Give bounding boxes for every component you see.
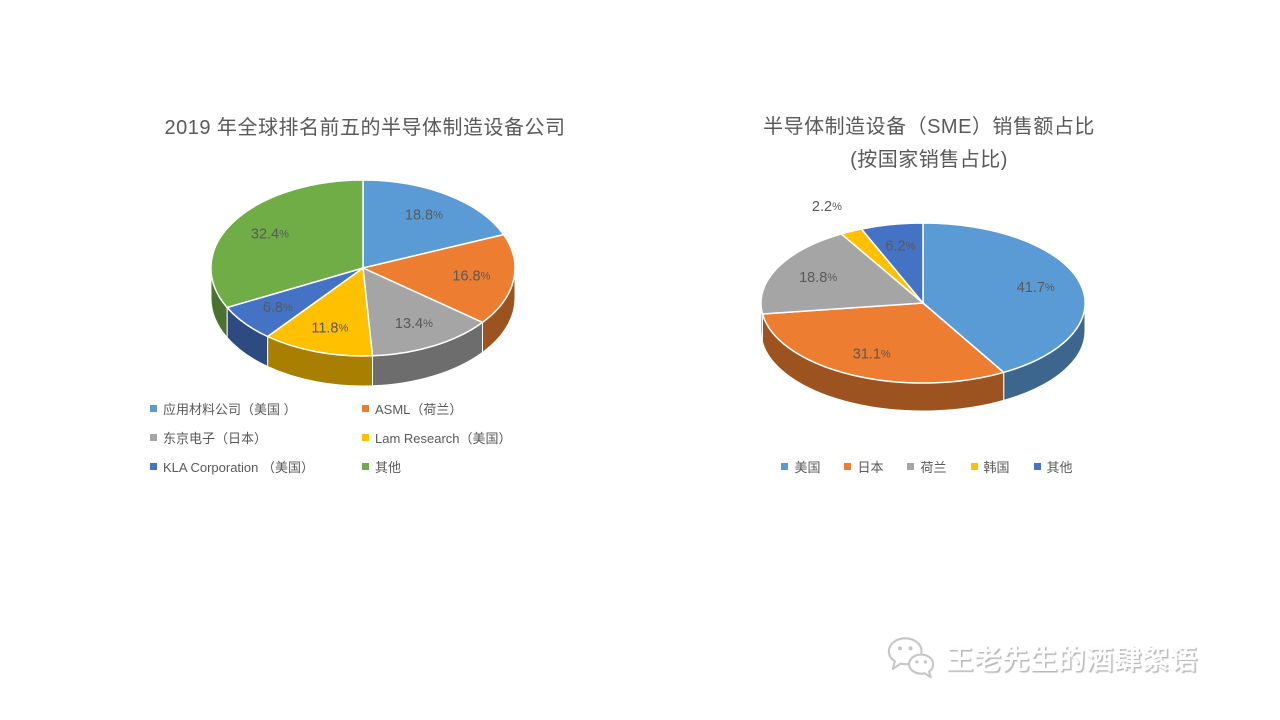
legend-label: 韩国 <box>983 460 1010 475</box>
watermark: 王老先生的酒肆絮语 <box>886 634 1198 681</box>
legend-item: 韩国 <box>970 457 1010 476</box>
legend-label: 东京电子（日本） <box>163 431 268 446</box>
legend-label: KLA Corporation （美国） <box>163 460 315 475</box>
slice-label: 11.8% <box>311 320 348 336</box>
slice-label: 18.8% <box>405 207 443 223</box>
legend-item: KLA Corporation （美国） <box>150 457 362 476</box>
pie-3d-chart-left: 18.8% 16.8% 13.4% 11.8% 6.8% 32.4% <box>210 179 516 387</box>
legend-item: 其他 <box>1033 457 1073 476</box>
pie-slice <box>210 179 364 309</box>
pie-slice <box>360 233 516 324</box>
slice-label: 6.2% <box>885 238 915 254</box>
chart-title-left: 2019 年全球排名前五的半导体制造设备公司 <box>164 117 566 139</box>
chart-title-right: 半导体制造设备（SME）销售额占比 (按国家销售占比) <box>700 111 1158 177</box>
legend-label: 日本 <box>857 460 884 475</box>
pie-slice <box>860 222 924 306</box>
legend-item: 东京电子（日本） <box>150 428 362 447</box>
legend-marker <box>844 463 852 470</box>
slice-label: 18.8% <box>799 270 837 286</box>
legend-marker <box>362 434 369 441</box>
legend-marker <box>362 463 369 470</box>
legend-marker <box>781 463 789 470</box>
legend-marker <box>362 405 369 412</box>
legend-item: 美国 <box>781 457 820 476</box>
legend-label: 应用材料公司（美国 ） <box>163 402 297 417</box>
pie-slice <box>362 179 505 269</box>
legend-label: ASML（荷兰） <box>375 402 463 417</box>
legend-marker <box>150 405 157 412</box>
legend-label: 美国 <box>794 460 821 475</box>
legend-item: Lam Research（美国） <box>362 428 590 447</box>
chart-title-right-line1: 半导体制造设备（SME）销售额占比 <box>763 116 1095 138</box>
legend-marker <box>150 463 157 470</box>
legend-item: 荷兰 <box>907 457 947 476</box>
legend-item: ASML（荷兰） <box>362 399 590 418</box>
legend-item: 日本 <box>844 457 883 476</box>
slice-label: 41.7% <box>1017 280 1055 296</box>
slice-label: 16.8% <box>452 269 490 285</box>
legend-label: Lam Research（美国） <box>375 431 512 446</box>
pie-slice <box>922 222 1086 374</box>
legend-marker <box>907 463 915 470</box>
watermark-text: 王老先生的酒肆絮语 <box>946 645 1198 675</box>
legend-marker <box>1033 463 1041 470</box>
legend-marker <box>150 434 157 441</box>
slice-label: 13.4% <box>395 316 433 332</box>
slice-label: 32.4% <box>251 227 289 243</box>
legend-right: 美国 日本 荷兰 韩国 其他 <box>742 457 1112 476</box>
wechat-icon <box>887 637 935 679</box>
pie-slice <box>362 266 484 357</box>
legend-marker <box>970 463 978 470</box>
chart-subtitle-right: (按国家销售占比) <box>850 149 1008 171</box>
slice-label: 2.2% <box>812 199 842 215</box>
pie-3d-chart-right: 41.7% 31.1% 18.8% 2.2% 6.2% <box>760 199 1086 412</box>
legend-left: 应用材料公司（美国 ） ASML（荷兰） 东京电子（日本） Lam Research（… <box>150 399 590 476</box>
slice-label: 31.1% <box>853 347 891 363</box>
pie-slice <box>266 266 374 357</box>
legend-label: 其他 <box>1046 460 1073 475</box>
legend-label: 荷兰 <box>920 460 947 475</box>
pie-slice <box>760 233 925 315</box>
legend-item: 其他 <box>362 457 590 476</box>
slice-label: 6.8% <box>263 300 293 316</box>
legend-label: 其他 <box>375 460 402 475</box>
pie-slice <box>761 302 1006 384</box>
legend-item: 应用材料公司（美国 ） <box>150 399 362 418</box>
